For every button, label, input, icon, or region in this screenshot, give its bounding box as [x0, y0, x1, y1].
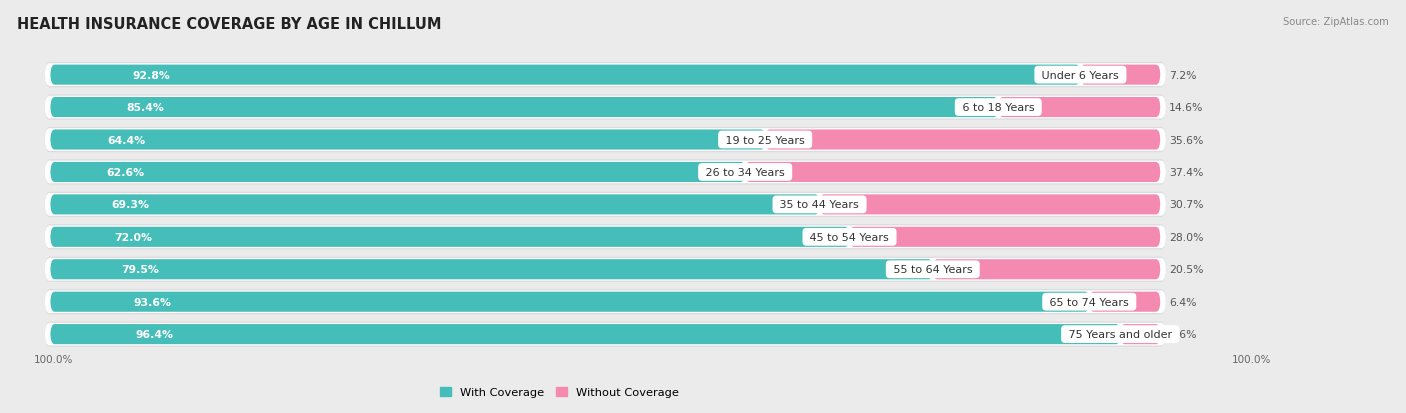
- FancyBboxPatch shape: [45, 322, 1166, 347]
- FancyBboxPatch shape: [51, 259, 932, 280]
- Text: 6.4%: 6.4%: [1170, 297, 1197, 307]
- FancyBboxPatch shape: [932, 259, 1160, 280]
- FancyBboxPatch shape: [45, 194, 1166, 216]
- FancyBboxPatch shape: [45, 64, 1166, 87]
- FancyBboxPatch shape: [45, 258, 1166, 281]
- FancyBboxPatch shape: [1121, 324, 1160, 344]
- Text: 65 to 74 Years: 65 to 74 Years: [1046, 297, 1132, 307]
- Text: 6 to 18 Years: 6 to 18 Years: [959, 103, 1038, 113]
- FancyBboxPatch shape: [51, 324, 1121, 344]
- FancyBboxPatch shape: [45, 63, 1166, 88]
- FancyBboxPatch shape: [45, 97, 1166, 119]
- FancyBboxPatch shape: [45, 95, 1166, 121]
- Text: 35 to 44 Years: 35 to 44 Years: [776, 200, 863, 210]
- FancyBboxPatch shape: [45, 192, 1166, 218]
- Text: 20.5%: 20.5%: [1170, 265, 1204, 275]
- Text: 100.0%: 100.0%: [1232, 355, 1271, 365]
- FancyBboxPatch shape: [765, 130, 1160, 150]
- Text: 55 to 64 Years: 55 to 64 Years: [890, 265, 976, 275]
- Text: 7.2%: 7.2%: [1170, 71, 1197, 81]
- FancyBboxPatch shape: [1080, 65, 1160, 85]
- Legend: With Coverage, Without Coverage: With Coverage, Without Coverage: [436, 382, 683, 402]
- FancyBboxPatch shape: [45, 323, 1166, 346]
- FancyBboxPatch shape: [1090, 292, 1160, 312]
- Text: Under 6 Years: Under 6 Years: [1038, 71, 1122, 81]
- Text: 69.3%: 69.3%: [112, 200, 150, 210]
- Text: 35.6%: 35.6%: [1170, 135, 1204, 145]
- FancyBboxPatch shape: [45, 161, 1166, 184]
- Text: 100.0%: 100.0%: [34, 355, 73, 365]
- FancyBboxPatch shape: [51, 292, 1090, 312]
- FancyBboxPatch shape: [45, 225, 1166, 250]
- Text: 72.0%: 72.0%: [114, 232, 152, 242]
- FancyBboxPatch shape: [51, 195, 820, 215]
- FancyBboxPatch shape: [51, 227, 849, 247]
- Text: HEALTH INSURANCE COVERAGE BY AGE IN CHILLUM: HEALTH INSURANCE COVERAGE BY AGE IN CHIL…: [17, 17, 441, 31]
- Text: 28.0%: 28.0%: [1170, 232, 1204, 242]
- FancyBboxPatch shape: [45, 128, 1166, 153]
- FancyBboxPatch shape: [51, 162, 745, 183]
- Text: 30.7%: 30.7%: [1170, 200, 1204, 210]
- Text: 19 to 25 Years: 19 to 25 Years: [723, 135, 808, 145]
- FancyBboxPatch shape: [45, 129, 1166, 152]
- Text: 96.4%: 96.4%: [136, 329, 174, 339]
- Text: 75 Years and older: 75 Years and older: [1066, 329, 1175, 339]
- Text: 64.4%: 64.4%: [107, 135, 146, 145]
- FancyBboxPatch shape: [45, 160, 1166, 185]
- Text: 3.6%: 3.6%: [1170, 329, 1197, 339]
- FancyBboxPatch shape: [51, 130, 765, 150]
- FancyBboxPatch shape: [45, 291, 1166, 313]
- FancyBboxPatch shape: [51, 98, 998, 118]
- Text: 45 to 54 Years: 45 to 54 Years: [807, 232, 893, 242]
- Text: 37.4%: 37.4%: [1170, 168, 1204, 178]
- Text: Source: ZipAtlas.com: Source: ZipAtlas.com: [1284, 17, 1389, 26]
- Text: 79.5%: 79.5%: [121, 265, 159, 275]
- FancyBboxPatch shape: [745, 162, 1160, 183]
- Text: 93.6%: 93.6%: [134, 297, 172, 307]
- Text: 26 to 34 Years: 26 to 34 Years: [702, 168, 789, 178]
- Text: 14.6%: 14.6%: [1170, 103, 1204, 113]
- Text: 92.8%: 92.8%: [132, 71, 170, 81]
- FancyBboxPatch shape: [51, 65, 1080, 85]
- FancyBboxPatch shape: [849, 227, 1160, 247]
- FancyBboxPatch shape: [45, 257, 1166, 282]
- Text: 85.4%: 85.4%: [127, 103, 165, 113]
- FancyBboxPatch shape: [45, 226, 1166, 249]
- FancyBboxPatch shape: [45, 290, 1166, 315]
- Text: 62.6%: 62.6%: [105, 168, 143, 178]
- FancyBboxPatch shape: [820, 195, 1160, 215]
- FancyBboxPatch shape: [998, 98, 1160, 118]
